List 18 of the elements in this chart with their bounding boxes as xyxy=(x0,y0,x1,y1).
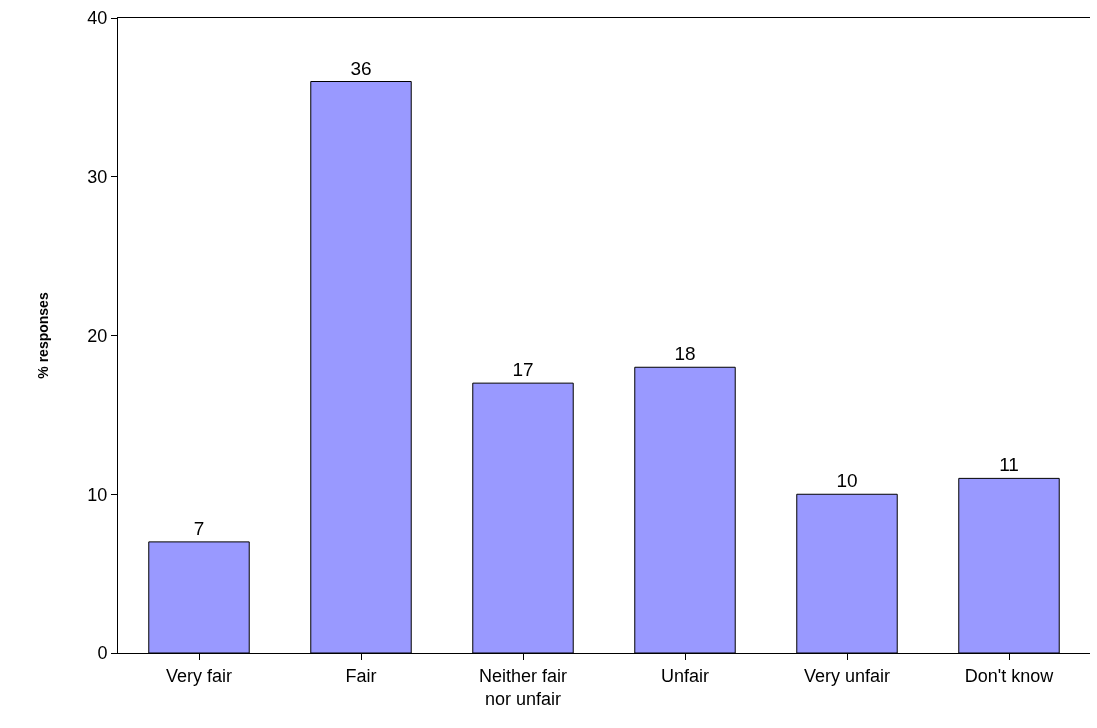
y-tick-label: 40 xyxy=(87,8,108,29)
data-label: 36 xyxy=(350,57,372,79)
y-tick-label: 0 xyxy=(97,643,108,664)
x-tick-label: Very unfair xyxy=(803,665,891,686)
x-tick-label: Fair xyxy=(345,665,377,686)
y-tick-label: 10 xyxy=(87,484,108,505)
x-tick-label: Don't know xyxy=(964,665,1055,686)
data-label: 18 xyxy=(674,343,696,365)
data-label: 10 xyxy=(836,470,858,492)
data-label: 7 xyxy=(193,517,205,539)
y-tick-label: 20 xyxy=(87,325,108,346)
x-tick-label: Unfair xyxy=(660,665,710,686)
x-tick-label: Very fair xyxy=(165,665,233,686)
data-label: 11 xyxy=(999,454,1019,476)
x-tick-label: Neither fair nor unfair xyxy=(478,665,568,709)
data-label: 17 xyxy=(512,359,534,381)
y-tick-label: 30 xyxy=(87,167,108,188)
y-axis-title: % responses xyxy=(34,292,51,379)
